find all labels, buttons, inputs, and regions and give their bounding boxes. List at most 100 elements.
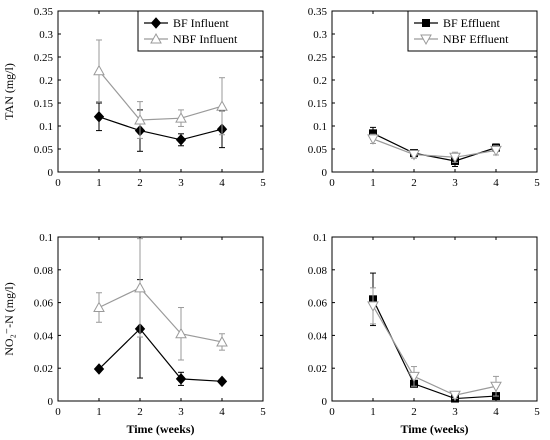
x-tick-label: 0 [329,177,335,189]
x-tick-label: 0 [329,406,335,418]
series-line [372,138,497,158]
legend: BF Influent NBF Influent [137,10,264,52]
data-point [216,100,228,111]
data-point [93,111,105,123]
x-tick-label: 4 [219,406,225,418]
data-point [367,301,379,312]
x-tick-label: 3 [178,177,184,189]
data-point [93,64,105,76]
y-tick-label: 0.1 [313,232,327,244]
data-point [134,113,146,125]
series-line [98,327,223,382]
x-tick-label: 1 [370,177,376,189]
data-point [449,390,461,402]
x-tick-label: 4 [493,177,499,189]
data-point [216,375,228,388]
data-point [216,335,228,347]
y-tick-label: 0.06 [34,298,54,310]
y-tick-label: 0.25 [34,52,54,64]
y-tick-label: 0.08 [308,265,328,277]
data-point [134,281,146,293]
plot-frame [57,236,264,402]
chart-panel-4: 0 1 2 3 4 5 0 0.02 0.04 0.06 0.08 0.1 Time (weeks) [308,232,541,436]
y-axis-label: TAN (mg/l) [2,63,16,120]
y-tick-label: 0.05 [308,144,328,156]
x-tick-label: 3 [178,406,184,418]
chart-panel-3: 0 1 2 3 4 5 0 0.02 0.04 0.06 0.08 0.1 Time (weeks) NO… [2,232,266,436]
legend: BF Effluent NBF Effluent [407,10,538,52]
legend-label: NBF Effluent [443,32,509,46]
y-tick-label: 0.35 [34,6,54,18]
y-tick-label: 0.1 [39,121,53,133]
y-tick-label: 0 [322,167,328,179]
y-tick-label: 0.04 [308,330,328,342]
y-tick-label: 0 [322,396,328,408]
x-tick-label: 3 [452,177,458,189]
data-point [408,150,420,161]
x-tick-label: 5 [534,177,540,189]
x-tick-label: 2 [411,177,417,189]
y-tick-label: 0.2 [39,75,53,87]
y-tick-label: 0 [48,396,54,408]
x-tick-label: 1 [96,406,102,418]
x-tick-label: 5 [260,177,266,189]
data-point [93,363,105,375]
series-1 [369,126,500,167]
data-point [490,145,502,157]
y-tick-label: 0.3 [313,29,327,41]
series-1 [93,279,228,388]
x-tick-label: 2 [137,406,143,418]
series-1 [369,272,500,403]
y-tick-label: 0.2 [313,75,327,87]
y-tick-label: 0 [48,167,54,179]
legend-marker [150,32,162,44]
legend-item-2: NBF Effluent [414,32,509,46]
y-tick-label: 0.08 [34,265,54,277]
legend-item-1: BF Effluent [414,16,500,30]
series-2 [93,238,228,361]
y-axis-label: NO₂⁻-N (mg/l) [2,282,16,356]
legend-marker [422,19,430,27]
legend-marker [420,34,432,46]
x-axis-label: Time (weeks) [400,422,468,436]
y-tick-label: 0.3 [39,29,53,41]
legend-box [407,10,538,52]
x-tick-label: 4 [493,406,499,418]
series-line [98,116,223,141]
legend-label: BF Effluent [443,16,500,30]
series-line [372,299,497,400]
y-tick-label: 0.1 [313,121,327,133]
series-line [372,305,497,396]
x-tick-label: 1 [96,177,102,189]
x-tick-label: 2 [411,406,417,418]
x-tick-label: 5 [260,406,266,418]
data-point [175,134,187,146]
legend-label: BF Influent [173,16,229,30]
chart-panel-2: 0 1 2 3 4 5 0 0.05 0.1 0.15 0.2 0.25 0.3 0.35 BF Efflu… [308,6,541,189]
x-tick-label: 4 [219,177,225,189]
series-line [372,132,497,162]
series-line [98,287,223,343]
y-tick-label: 0.35 [308,6,328,18]
data-point [408,371,420,383]
y-tick-label: 0.1 [39,232,53,244]
x-tick-label: 3 [452,406,458,418]
series-2 [367,287,502,402]
series-line [98,70,223,121]
y-tick-label: 0.02 [308,363,327,375]
plot-frame [331,236,538,402]
data-point [175,373,187,385]
y-tick-label: 0.15 [34,98,54,110]
y-tick-label: 0.02 [34,363,53,375]
legend-label: NBF Influent [173,32,238,46]
y-tick-label: 0.15 [308,98,328,110]
data-point [367,134,379,145]
x-tick-label: 0 [55,177,61,189]
y-tick-label: 0.06 [308,298,328,310]
series-2 [93,39,228,139]
x-tick-label: 0 [55,406,61,418]
x-tick-label: 2 [137,177,143,189]
data-point [490,381,502,393]
legend-box [137,10,264,52]
